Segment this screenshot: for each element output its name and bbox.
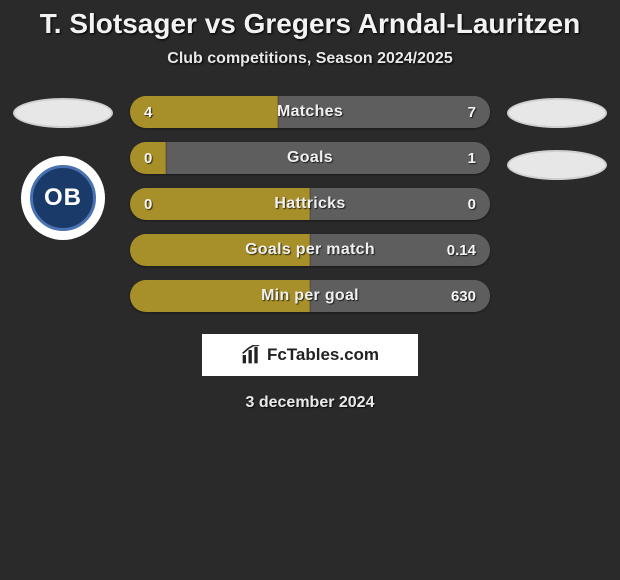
stat-row-goals-per-match: Goals per match 0.14 [130, 234, 490, 266]
stat-right-fill [166, 142, 490, 174]
comparison-infographic: T. Slotsager vs Gregers Arndal-Lauritzen… [0, 0, 620, 412]
right-player-column [502, 96, 612, 180]
stat-row-goals: 0 Goals 1 [130, 142, 490, 174]
branding-box: FcTables.com [202, 334, 418, 376]
stat-right-value: 630 [451, 280, 476, 312]
stat-left-fill [130, 280, 310, 312]
stat-left-value: 4 [144, 96, 152, 128]
stat-right-value: 0.14 [447, 234, 476, 266]
ob-badge: OB [30, 165, 96, 231]
subtitle: Club competitions, Season 2024/2025 [0, 50, 620, 68]
stat-right-fill [310, 188, 490, 220]
stat-left-fill [130, 188, 310, 220]
left-club-logo: OB [21, 156, 105, 240]
stat-right-value: 7 [468, 96, 476, 128]
stat-left-value: 0 [144, 142, 152, 174]
club-logo-placeholder [507, 150, 607, 180]
main-content: OB 4 Matches 7 0 Goals 1 [0, 96, 620, 312]
ob-badge-text: OB [44, 184, 82, 212]
stat-right-value: 1 [468, 142, 476, 174]
stat-row-hattricks: 0 Hattricks 0 [130, 188, 490, 220]
stat-left-fill [130, 234, 310, 266]
stat-row-min-per-goal: Min per goal 630 [130, 280, 490, 312]
generated-date: 3 december 2024 [0, 394, 620, 412]
stat-bars: 4 Matches 7 0 Goals 1 0 Hattricks 0 [130, 96, 490, 312]
player-photo-placeholder [507, 98, 607, 128]
branding-text: FcTables.com [267, 345, 379, 365]
stat-right-value: 0 [468, 188, 476, 220]
bar-chart-icon [241, 345, 261, 365]
player-photo-placeholder [13, 98, 113, 128]
stat-row-matches: 4 Matches 7 [130, 96, 490, 128]
left-player-column: OB [8, 96, 118, 240]
stat-left-value: 0 [144, 188, 152, 220]
stat-right-fill [278, 96, 490, 128]
page-title: T. Slotsager vs Gregers Arndal-Lauritzen [0, 8, 620, 40]
